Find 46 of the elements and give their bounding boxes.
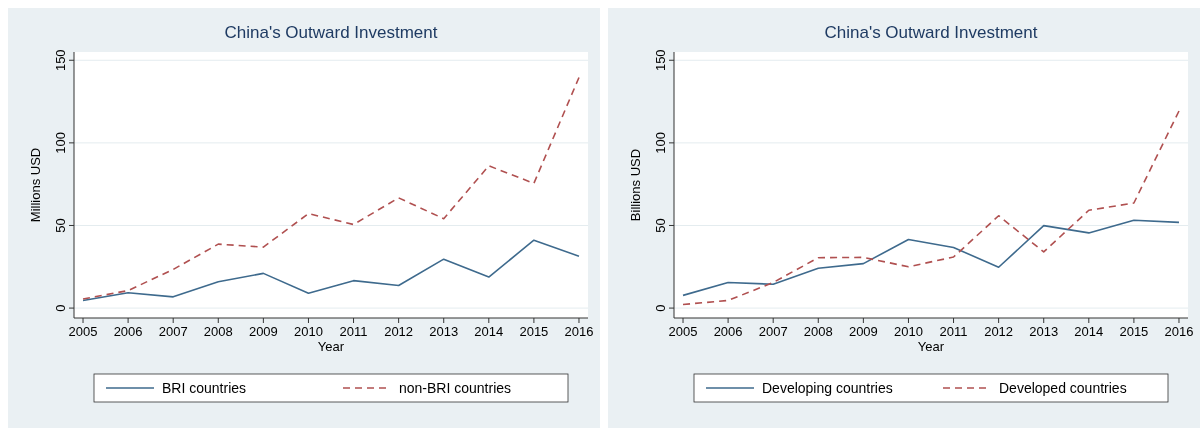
- legend-label: Developing countries: [762, 380, 893, 396]
- x-tick-label: 2013: [429, 324, 459, 339]
- x-tick-label: 2010: [294, 324, 323, 339]
- x-tick-label: 2006: [113, 324, 143, 339]
- x-tick-label: 2015: [519, 324, 549, 339]
- line-series: [682, 219, 1180, 297]
- x-tick-label: 2014: [474, 324, 504, 339]
- x-tick-label: 2008: [203, 324, 233, 339]
- chart-title: China's Outward Investment: [224, 23, 438, 42]
- x-tick-label: 2005: [668, 324, 698, 339]
- x-axis-title: Year: [317, 339, 345, 354]
- x-tick-label: 2015: [1119, 324, 1149, 339]
- line-series: [82, 76, 580, 300]
- y-tick-label: 100: [653, 132, 668, 154]
- y-tick-label: 50: [53, 218, 68, 233]
- x-tick-label: 2006: [713, 324, 743, 339]
- line-series: [82, 239, 580, 302]
- y-tick-label: 150: [653, 49, 668, 72]
- x-tick-label: 2012: [384, 324, 414, 339]
- x-tick-label: 2007: [158, 324, 188, 339]
- legend-label: Developed countries: [999, 380, 1127, 396]
- x-tick-label: 2007: [758, 324, 788, 339]
- x-tick-label: 2016: [1164, 324, 1194, 339]
- y-tick-label: 150: [53, 49, 68, 72]
- x-tick-label: 2011: [339, 324, 368, 339]
- x-tick-label: 2014: [1074, 324, 1104, 339]
- line-series: [682, 110, 1180, 306]
- x-tick-label: 2016: [564, 324, 594, 339]
- x-tick-label: 2012: [984, 324, 1014, 339]
- y-axis-title: Billions USD: [628, 148, 643, 222]
- x-tick-label: 2008: [803, 324, 833, 339]
- x-axis-title: Year: [917, 339, 945, 354]
- y-tick-label: 100: [53, 132, 68, 154]
- x-tick-label: 2011: [939, 324, 968, 339]
- y-tick-label: 50: [653, 218, 668, 233]
- legend-label: non-BRI countries: [399, 380, 512, 396]
- y-tick-label: 0: [653, 304, 668, 312]
- legend-label: BRI countries: [162, 380, 247, 396]
- x-tick-label: 2009: [248, 324, 278, 339]
- y-tick-label: 0: [53, 304, 68, 312]
- x-tick-label: 2009: [848, 324, 878, 339]
- y-axis-title: Millions USD: [28, 147, 43, 223]
- x-tick-label: 2010: [894, 324, 923, 339]
- chart-title: China's Outward Investment: [824, 23, 1038, 42]
- x-tick-label: 2013: [1029, 324, 1059, 339]
- x-tick-label: 2005: [68, 324, 98, 339]
